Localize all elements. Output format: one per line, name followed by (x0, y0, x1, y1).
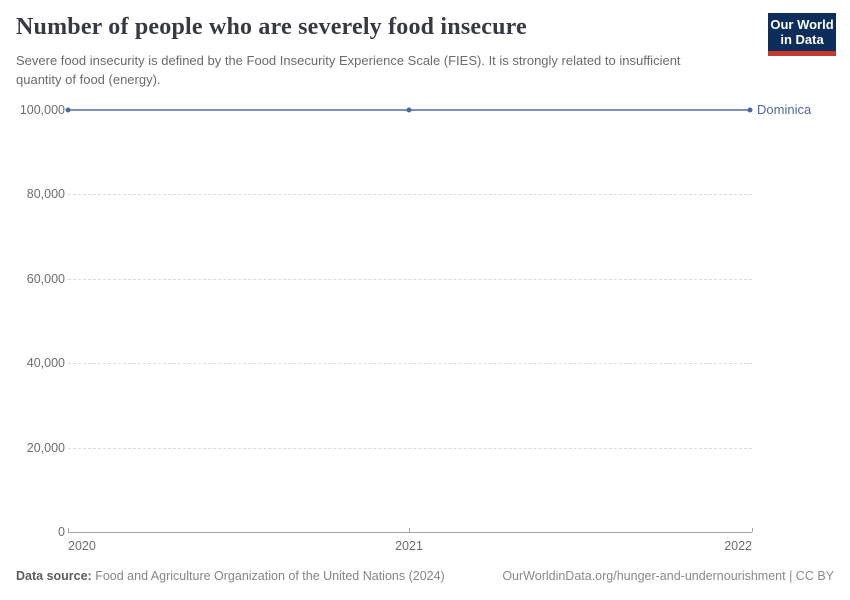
y-axis-tick-label: 80,000 (26, 187, 65, 202)
x-axis-line (68, 532, 752, 533)
y-gridline (68, 363, 752, 365)
series-label-dominica[interactable]: Dominica (757, 102, 812, 117)
chart-title: Number of people who are severely food i… (16, 14, 527, 40)
owid-url-link[interactable]: OurWorldinData.org/hunger-and-undernouri… (502, 569, 786, 583)
footer-credit: OurWorldinData.org/hunger-and-undernouri… (502, 569, 834, 583)
y-gridline (68, 278, 752, 280)
data-source-text: Food and Agriculture Organization of the… (91, 569, 445, 583)
y-axis-tick-label: 60,000 (26, 271, 65, 286)
y-axis-tick-label: 0 (58, 525, 65, 539)
y-gridline (68, 110, 752, 111)
y-gridline (68, 194, 752, 196)
y-axis-tick-label: 40,000 (26, 356, 65, 371)
x-axis-tick-label: 2020 (68, 539, 96, 553)
x-axis-tick-label: 2022 (724, 539, 752, 553)
owid-logo[interactable]: Our World in Data (768, 13, 836, 56)
owid-logo-line2: in Data (780, 32, 824, 47)
x-axis-tick-label: 2021 (395, 539, 423, 553)
owid-logo-line1: Our World (770, 17, 834, 32)
y-axis-tick-label: 100,000 (19, 103, 65, 117)
data-source-note: Data source: Food and Agriculture Organi… (16, 569, 445, 583)
x-axis-tick (68, 528, 69, 532)
y-axis-tick-label: 20,000 (26, 440, 65, 455)
x-axis-tick (409, 528, 410, 532)
data-source-label: Data source: (16, 569, 92, 583)
y-gridline (68, 447, 752, 449)
chart-subtitle: Severe food insecurity is defined by the… (16, 53, 681, 87)
license-text: | CC BY (785, 569, 834, 583)
x-axis-tick (752, 528, 753, 532)
